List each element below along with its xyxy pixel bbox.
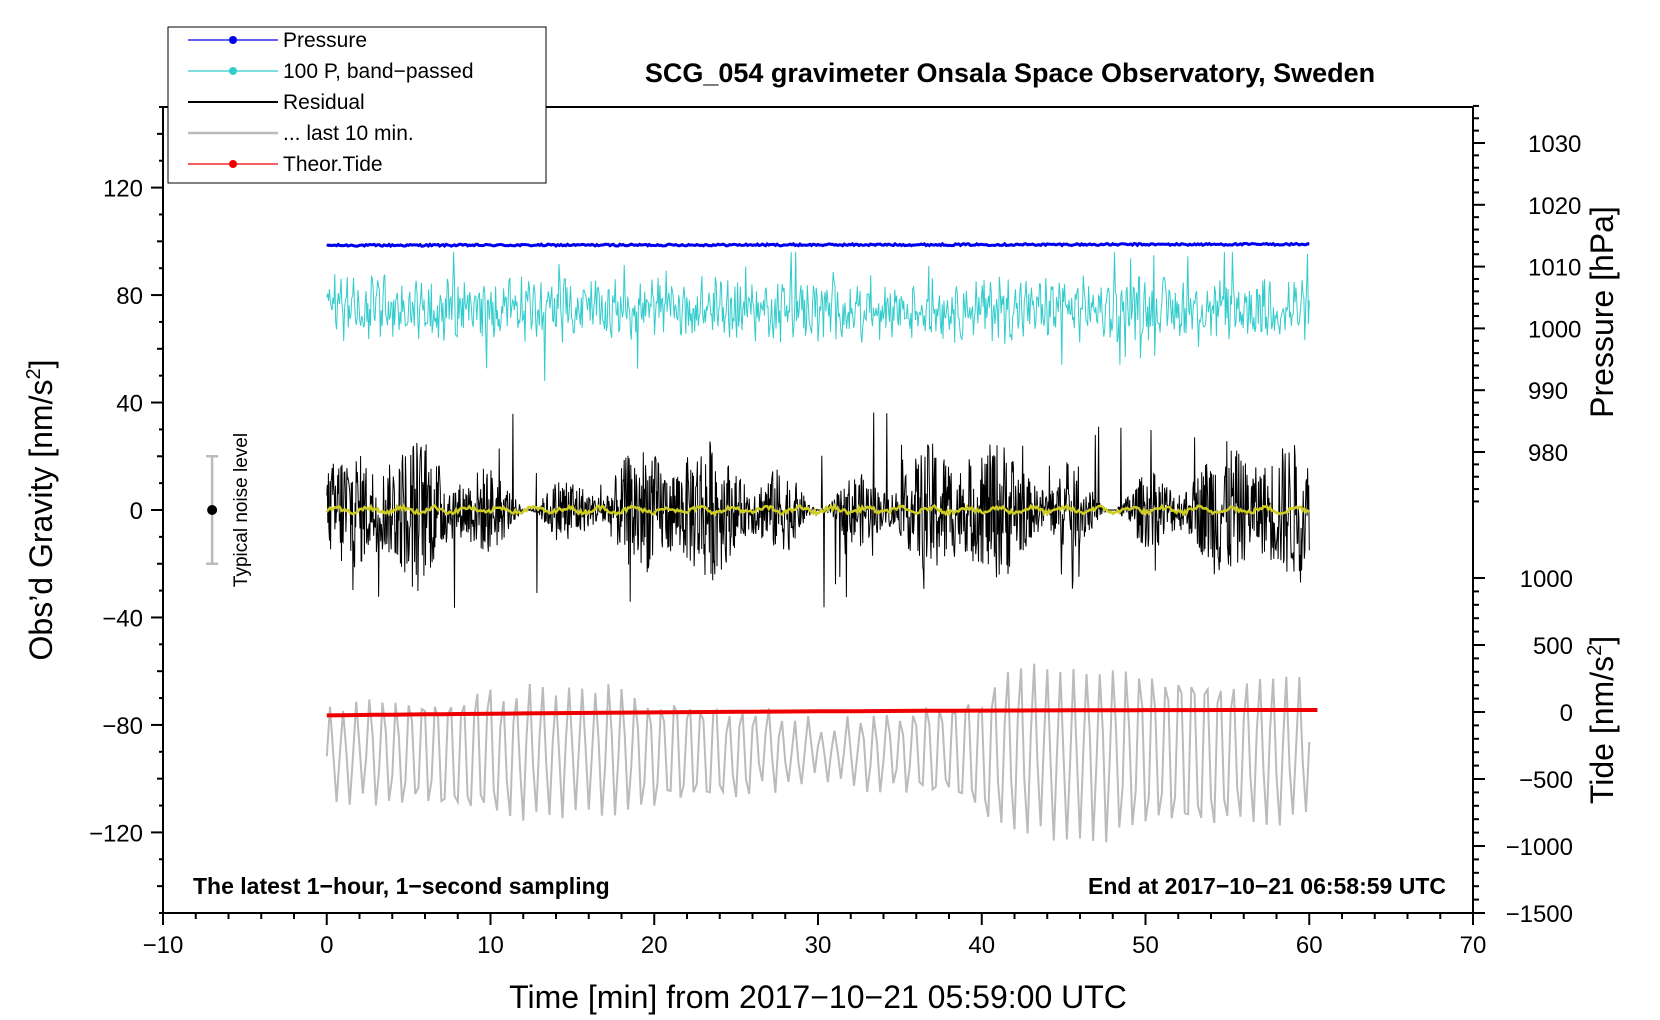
y-tick-label: 40 <box>116 391 143 418</box>
legend-label: Residual <box>283 91 365 114</box>
legend: Pressure 100 P, band−passed Residual ... la… <box>167 26 547 184</box>
x-tick-label: 40 <box>968 932 995 959</box>
tide-tick-label: −1000 <box>1506 834 1573 861</box>
legend-marker <box>229 160 237 168</box>
y-tick-label: −80 <box>102 713 143 740</box>
noise-level-label: Typical noise level <box>231 433 252 587</box>
y-tick-label: 120 <box>103 176 143 203</box>
tide-tick-label: 1000 <box>1520 566 1573 593</box>
legend-label: ... last 10 min. <box>283 122 414 145</box>
legend-marker <box>229 67 237 75</box>
pressure-tick-label: 990 <box>1528 378 1568 405</box>
y-tick-label: 80 <box>116 283 143 310</box>
x-tick-label: −10 <box>143 932 184 959</box>
end-time-note: End at 2017−10−21 06:58:59 UTC <box>1088 873 1446 899</box>
legend-marker <box>229 36 237 44</box>
x-tick-label: 20 <box>641 932 668 959</box>
tide-axis-title-close: ] <box>1584 636 1620 645</box>
pressure-axis-title: Pressure [hPa] <box>1584 206 1620 418</box>
chart-title: SCG_054 gravimeter Onsala Space Observat… <box>645 58 1375 88</box>
pressure-series-line <box>326 241 1310 249</box>
bandpassed-pressure-series-line <box>326 252 1310 382</box>
x-axis-title: Time [min] from 2017−10−21 05:59:00 UTC <box>509 979 1127 1015</box>
y-axis-title: Obs’d Gravity [nm/s2] <box>23 360 59 661</box>
y-tick-label: −40 <box>102 605 143 632</box>
tide-axis-title-main: Tide [nm/s <box>1584 656 1620 804</box>
tide-axis-title-sup: 2 <box>1584 645 1606 656</box>
tide-tick-label: −500 <box>1519 767 1573 794</box>
x-tick-label: 60 <box>1296 932 1323 959</box>
legend-label: Theor.Tide <box>283 153 383 176</box>
sampling-note: The latest 1−hour, 1−second sampling <box>193 873 610 899</box>
x-tick-label: 10 <box>477 932 504 959</box>
residual-smoothed-series-line <box>325 502 1311 517</box>
noise-level-marker: Typical noise level <box>206 433 252 587</box>
pressure-tick-label: 1020 <box>1528 193 1581 220</box>
pressure-tick-label: 1010 <box>1528 255 1581 282</box>
y-axis-title-sup: 2 <box>23 368 45 379</box>
pressure-tick-label: 1030 <box>1528 131 1581 158</box>
x-tick-label: 70 <box>1460 932 1487 959</box>
pressure-tick-label: 1000 <box>1528 316 1581 343</box>
residual-series-line <box>326 412 1310 608</box>
tide-tick-label: 0 <box>1560 700 1573 727</box>
legend-box <box>167 26 547 184</box>
y-axis-title-main: Obs’d Gravity [nm/s <box>23 380 59 661</box>
y-tick-label: 0 <box>130 498 143 525</box>
tide-tick-label: −1500 <box>1506 901 1573 928</box>
legend-label: 100 P, band−passed <box>283 60 474 83</box>
noise-dot <box>207 505 218 515</box>
y-axis-title-close: ] <box>23 360 59 369</box>
legend-label: Pressure <box>283 29 367 52</box>
y-tick-label: −120 <box>89 820 143 847</box>
theoretical-tide-series-line <box>326 708 1318 718</box>
tide-axis-title: Tide [nm/s2] <box>1584 636 1620 804</box>
last-10-min-series-line <box>325 663 1311 843</box>
x-tick-label: 0 <box>320 932 333 959</box>
x-tick-label: 50 <box>1132 932 1159 959</box>
x-tick-label: 30 <box>805 932 832 959</box>
pressure-tick-label: 980 <box>1528 440 1568 467</box>
tide-tick-label: 500 <box>1533 633 1573 660</box>
